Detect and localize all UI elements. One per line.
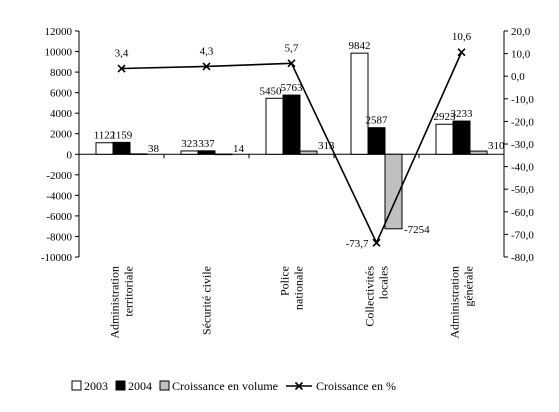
category-label: Police	[278, 266, 292, 296]
bar-data-label: 38	[148, 143, 160, 155]
bar-2004	[112, 141, 131, 155]
legend-swatch	[159, 380, 170, 391]
left-tick-label: -10000	[41, 252, 73, 264]
bar-data-label: 5450	[260, 85, 283, 97]
bar-data-label: 14	[233, 143, 245, 155]
bar-data-label: -7254	[404, 224, 430, 236]
legend-label: Croissance en volume	[172, 379, 278, 393]
left-tick-label: 0	[67, 149, 73, 161]
growth-marker-stroke	[457, 48, 466, 57]
bar-2003	[350, 52, 369, 155]
bars	[95, 52, 488, 230]
category-label: Administration	[108, 266, 122, 339]
category-label: Sécurité civile	[200, 266, 214, 335]
growth-marker-stroke	[287, 59, 296, 68]
left-tick-label: 12000	[45, 26, 73, 38]
growth-data-label: 10,6	[452, 31, 472, 43]
growth-data-label: 3,4	[115, 48, 129, 60]
category-label: nationale	[292, 266, 306, 310]
bar-2003	[95, 142, 114, 155]
legend: 2003 2004 Croissance en volume Croissance e…	[71, 379, 396, 393]
growth-point	[117, 64, 126, 73]
legend-swatch	[115, 380, 126, 391]
bar-data-label: 3233	[451, 108, 474, 120]
legend-label: 2004	[128, 379, 152, 393]
right-tick-label: -80,0	[511, 252, 534, 264]
bar-croissance-en-volume	[214, 153, 233, 156]
bar-croissance-en-volume	[469, 150, 488, 155]
bar-2004	[452, 120, 471, 155]
left-tick-label: 8000	[50, 67, 73, 79]
bar-croissance-en-volume	[129, 153, 148, 155]
right-tick-label: -60,0	[511, 207, 534, 219]
bar-data-label: 2923	[434, 111, 457, 123]
bar-2004	[367, 127, 386, 155]
right-tick-label: -10,0	[511, 94, 534, 106]
left-tick-label: 2000	[50, 129, 73, 141]
growth-point	[202, 62, 211, 71]
right-tick-label: -20,0	[511, 116, 534, 128]
growth-data-label: 5,7	[285, 42, 299, 54]
category-label: locales	[377, 266, 391, 300]
growth-data-label: -73,7	[346, 238, 369, 250]
legend-label: Croissance en %	[316, 379, 396, 393]
bar-2003	[435, 123, 454, 155]
growth-marker-stroke	[372, 238, 381, 247]
bar-data-label: 9842	[349, 40, 371, 52]
bar-2003	[180, 150, 199, 155]
legend-item: 2004	[115, 379, 152, 393]
right-tick-label: 20,0	[511, 26, 531, 38]
right-tick-label: -40,0	[511, 162, 534, 174]
bar-2003	[265, 97, 284, 155]
bar-croissance-en-volume	[299, 150, 318, 155]
left-tick-label: 4000	[50, 108, 73, 120]
bar-croissance-en-volume	[384, 153, 403, 230]
growth-line	[117, 48, 466, 247]
legend-label: 2003	[84, 379, 108, 393]
bar-data-label: 5763	[281, 82, 304, 94]
right-tick-label: 0,0	[511, 71, 525, 83]
bar-data-label: 310	[488, 140, 505, 152]
growth-data-label: 4,3	[200, 45, 214, 57]
growth-marker-stroke	[117, 64, 126, 73]
growth-marker-stroke	[202, 62, 211, 71]
legend-swatch	[71, 380, 82, 391]
bar-data-label: 313	[318, 140, 335, 152]
growth-point	[457, 48, 466, 57]
left-tick-label: -6000	[46, 211, 72, 223]
category-label: Collectivités	[363, 266, 377, 327]
legend-item: Croissance en volume	[159, 379, 278, 393]
axes: 12000 10000 8000 6000 4000 2000 0 -2000 -4000 -60…	[41, 26, 535, 264]
right-tick-label: -70,0	[511, 229, 534, 241]
category-labels: Administration territoriale Sécurité civil…	[108, 266, 476, 339]
growth-point	[372, 238, 381, 247]
category-label: générale	[462, 266, 476, 307]
bar-2004	[282, 94, 301, 155]
left-tick-label: -2000	[46, 170, 72, 182]
right-tick-label: 10,0	[511, 49, 531, 61]
bar-data-label: 1122	[94, 130, 116, 142]
legend-marker-stroke	[294, 381, 304, 391]
category-label: territoriale	[122, 266, 136, 317]
bar-2004	[197, 150, 216, 155]
legend-item: Croissance en %	[285, 379, 396, 393]
bar-data-label: 2587	[366, 115, 389, 127]
bar-data-label: 337	[198, 138, 215, 150]
left-tick-label: 6000	[50, 88, 73, 100]
left-tick-label: -8000	[46, 231, 72, 243]
bar-data-label: 323	[181, 138, 198, 150]
bar-data-label: 1159	[111, 129, 133, 141]
left-tick-label: -4000	[46, 190, 72, 202]
right-tick-label: -30,0	[511, 139, 534, 151]
legend-item: 2003	[71, 379, 108, 393]
right-tick-label: -50,0	[511, 184, 534, 196]
left-tick-label: 10000	[45, 47, 73, 59]
growth-point	[287, 59, 296, 68]
category-label: Administration	[448, 266, 462, 339]
